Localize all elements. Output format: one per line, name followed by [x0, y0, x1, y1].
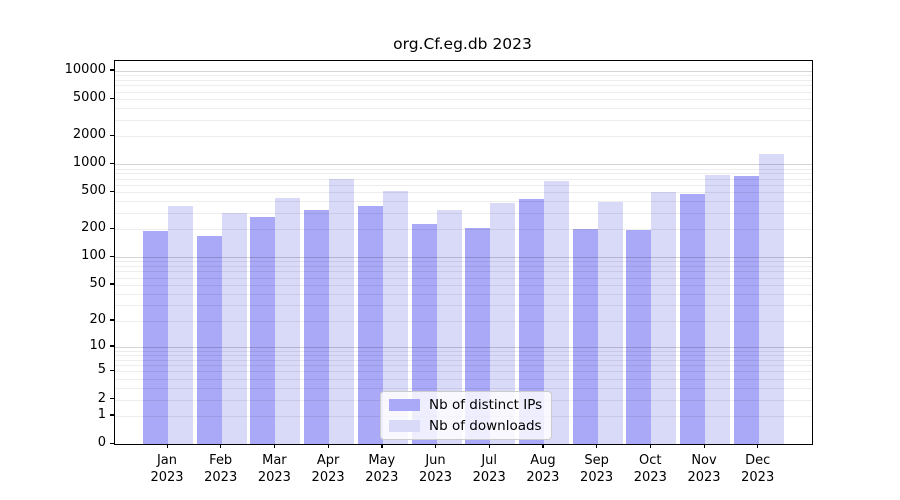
legend-label-distinct-ips: Nb of distinct IPs: [429, 397, 543, 413]
x-tick-mark: [327, 444, 329, 448]
bar-downloads-apr: [329, 179, 355, 444]
x-tick-label-jul: Jul 2023: [472, 453, 506, 485]
y-tick-label: 200: [81, 220, 106, 236]
bar-downloads-oct: [651, 192, 677, 444]
x-tick-mark: [757, 444, 759, 448]
x-tick-label-jun: Jun 2023: [418, 453, 453, 485]
x-tick-label-jan: Jan 2023: [150, 453, 184, 485]
y-tick-label: 1000: [72, 155, 106, 171]
gridline: [115, 85, 812, 87]
bar-downloads-dec: [758, 153, 784, 444]
y-tick-label: 500: [81, 183, 106, 199]
y-tick-label: 1: [97, 406, 106, 422]
legend-swatch-downloads: [389, 420, 420, 432]
y-tick-mark: [110, 345, 114, 347]
x-tick-mark: [596, 444, 598, 448]
y-tick-label: 5000: [72, 90, 106, 106]
x-tick-label-nov: Nov 2023: [687, 453, 721, 485]
bar-downloads-jan: [168, 206, 193, 444]
y-tick-label: 50: [89, 275, 106, 291]
y-tick-label: 2: [97, 390, 106, 406]
x-tick-mark: [703, 444, 705, 448]
x-tick-label-mar: Mar 2023: [257, 453, 291, 485]
gridline: [115, 136, 812, 138]
gridline: [115, 80, 812, 81]
bar-downloads-feb: [221, 212, 247, 444]
y-tick-mark: [110, 97, 114, 99]
y-tick-mark: [110, 283, 114, 285]
bar-distinct-ips-apr: [304, 210, 330, 444]
y-tick-label: 10: [89, 337, 106, 353]
y-tick-label: 2000: [72, 127, 106, 143]
x-tick-mark: [542, 444, 544, 448]
x-tick-label-oct: Oct 2023: [633, 453, 667, 485]
bar-distinct-ips-nov: [680, 193, 705, 444]
y-tick-mark: [110, 69, 114, 71]
y-tick-label: 20: [89, 311, 106, 327]
y-tick-label: 5: [97, 362, 106, 378]
plot-area: [114, 60, 813, 445]
legend-swatch-distinct-ips: [389, 399, 420, 411]
gridline: [115, 173, 812, 175]
legend-label-downloads: Nb of downloads: [429, 418, 542, 434]
y-tick-mark: [110, 442, 114, 444]
bar-distinct-ips-oct: [626, 230, 652, 444]
y-tick-mark: [110, 227, 114, 230]
legend: Nb of distinct IPs Nb of downloads: [380, 391, 553, 440]
legend-entry-downloads: Nb of downloads: [389, 418, 542, 434]
x-tick-mark: [273, 444, 276, 448]
x-tick-mark: [649, 444, 652, 448]
x-tick-mark: [435, 444, 437, 448]
gridline: [115, 108, 812, 110]
y-tick-mark: [110, 134, 114, 136]
y-tick-mark: [110, 414, 114, 416]
gridline: [115, 99, 812, 101]
x-tick-label-sep: Sep 2023: [580, 453, 614, 485]
gridline: [115, 75, 812, 77]
x-tick-label-apr: Apr 2023: [311, 453, 345, 485]
bar-distinct-ips-sep: [572, 229, 598, 444]
bar-downloads-nov: [705, 175, 730, 444]
legend-entry-distinct-ips: Nb of distinct IPs: [389, 397, 542, 413]
y-tick-mark: [110, 162, 114, 164]
gridline: [115, 71, 812, 72]
bar-distinct-ips-may: [357, 205, 383, 444]
y-tick-label: 10000: [64, 61, 106, 77]
y-tick-mark: [110, 190, 114, 193]
x-tick-mark: [166, 444, 168, 448]
gridline: [115, 168, 812, 170]
y-tick-mark: [110, 255, 114, 257]
gridline: [115, 119, 812, 121]
bar-distinct-ips-dec: [733, 175, 759, 444]
x-tick-mark: [220, 444, 222, 448]
y-tick-mark: [110, 398, 114, 400]
y-tick-label: 0: [97, 435, 106, 450]
bar-downloads-sep: [597, 202, 623, 444]
gridline: [115, 91, 812, 93]
y-tick-mark: [110, 319, 114, 321]
x-tick-label-may: May 2023: [365, 453, 399, 485]
bar-distinct-ips-feb: [196, 235, 222, 444]
chart-title: org.Cf.eg.db 2023: [393, 35, 532, 53]
x-tick-label-dec: Dec 2023: [741, 453, 775, 485]
x-tick-mark: [381, 444, 383, 448]
x-tick-label-aug: Aug 2023: [526, 453, 560, 485]
bar-downloads-mar: [275, 197, 301, 444]
y-tick-label: 100: [81, 248, 106, 264]
bar-distinct-ips-mar: [250, 217, 276, 444]
gridline: [115, 164, 812, 166]
x-tick-label-feb: Feb 2023: [204, 453, 238, 485]
bar-distinct-ips-jan: [143, 231, 168, 444]
y-tick-mark: [110, 369, 114, 372]
x-tick-mark: [488, 444, 490, 448]
